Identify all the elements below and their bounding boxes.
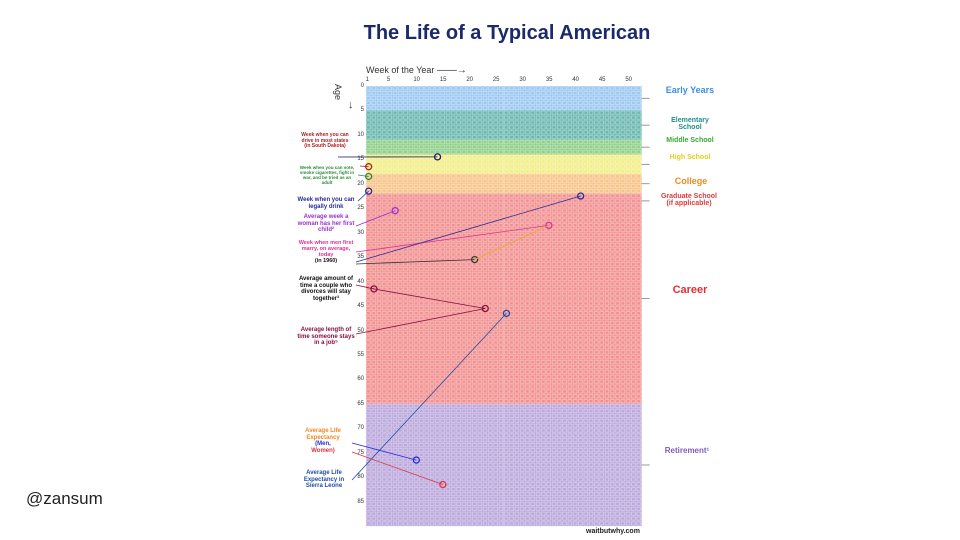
drink-leader: [357, 190, 369, 202]
age-tick: 5: [360, 107, 364, 114]
stage-label-early-years: Early Years: [665, 85, 715, 95]
week-tick: 50: [625, 77, 633, 83]
note-vote: Week when you can vote, smoke cigarettes…: [299, 165, 355, 185]
page-title: The Life of a Typical American: [363, 22, 651, 44]
age-tick: 20: [357, 180, 364, 187]
note-drive: Week when you can drive in most states (…: [301, 132, 349, 149]
age-tick: 40: [357, 278, 364, 285]
age-tick: 65: [357, 400, 364, 407]
age-tick: 0: [360, 83, 364, 89]
week-axis-title: Week of the Year ——→: [366, 65, 467, 76]
age-tick: 30: [357, 229, 364, 236]
drink-to-grad-marker: [577, 192, 585, 200]
life-men-marker: [412, 456, 421, 464]
note-drink: Week when you can legally drink: [297, 197, 355, 210]
drive-state-marker: [364, 163, 373, 171]
life-women-marker: [439, 480, 447, 489]
age-tick: 85: [357, 498, 364, 505]
life-women-leader: [351, 451, 443, 485]
note-job: Average length of time someone stays in …: [297, 327, 355, 347]
note-life-expectancy: Average Life Expectancy (Men, Women): [305, 428, 341, 454]
week-tick: 15: [439, 77, 447, 83]
age-tick: 75: [357, 449, 364, 456]
marry-leader: [355, 224, 549, 253]
age-tick: 70: [357, 425, 364, 432]
vote-leader: [357, 174, 369, 177]
age-tick: 10: [357, 131, 364, 138]
week-tick: 10: [413, 77, 421, 83]
week-tick: 30: [519, 77, 527, 83]
age-tick: 45: [357, 303, 364, 310]
note-marry: Week when men first marry, on average, t…: [298, 240, 354, 265]
note-divorce: Average amount of time a couple who divo…: [298, 276, 354, 302]
stage-label-career: Career: [672, 284, 708, 296]
age-tick: 80: [357, 474, 364, 481]
week-tick: 5: [386, 77, 391, 83]
week-tick: 35: [545, 77, 553, 83]
job-leader: [355, 308, 486, 335]
child-marker: [391, 207, 399, 215]
age-axis-title: Age: [333, 84, 343, 101]
stage-label-middle-school: Middle School: [666, 137, 714, 144]
source-credit: waitbutwhy.com: [586, 528, 640, 535]
week-tick: 25: [492, 77, 500, 83]
stage-label-high-school: High School: [669, 154, 711, 161]
age-tick: 50: [357, 327, 364, 334]
stage-label-graduate-school: Graduate School (if applicable): [660, 193, 717, 208]
drink-to-grad-leader: [355, 195, 581, 263]
author-handle: @zansum: [26, 489, 103, 508]
age-axis-arrow: ↓: [348, 99, 354, 111]
stage-label-college: College: [674, 176, 708, 186]
marry-1960-marker: [470, 255, 479, 264]
sierra-leader: [351, 313, 507, 481]
week-tick: 40: [572, 77, 580, 83]
marry-marker: [545, 221, 553, 230]
stage-label-elementary-school: Elementary School: [671, 117, 709, 132]
age-tick: 60: [357, 376, 364, 383]
life-men-leader: [351, 442, 417, 461]
drink-marker: [364, 187, 373, 195]
sierra-marker: [502, 309, 511, 318]
age-tick: 25: [357, 205, 364, 212]
divorce-to-job: [373, 288, 486, 309]
child-leader: [355, 210, 396, 227]
marry-1960-leader: [355, 259, 475, 265]
drive-marker: [433, 153, 442, 161]
note-marry-1960: (in 1960): [314, 258, 338, 265]
week-grid: [366, 86, 642, 527]
week-tick: 1: [365, 77, 369, 83]
stage-label-retirement: Retirement¹: [664, 446, 710, 455]
divorce-marker: [370, 285, 378, 293]
marry-trend: [474, 225, 550, 260]
job-marker: [481, 304, 489, 313]
age-tick: 55: [357, 351, 364, 358]
note-sierra-leone: Average Life Expectancy in Sierra Leone: [303, 470, 345, 490]
vote-marker: [364, 172, 373, 181]
drive-state-leader: [359, 165, 369, 168]
age-tick: 35: [357, 254, 364, 261]
note-child: Average week a woman has her first child…: [297, 214, 355, 234]
age-tick: 15: [357, 156, 364, 163]
week-tick: 45: [598, 77, 606, 83]
week-tick: 20: [466, 77, 474, 83]
